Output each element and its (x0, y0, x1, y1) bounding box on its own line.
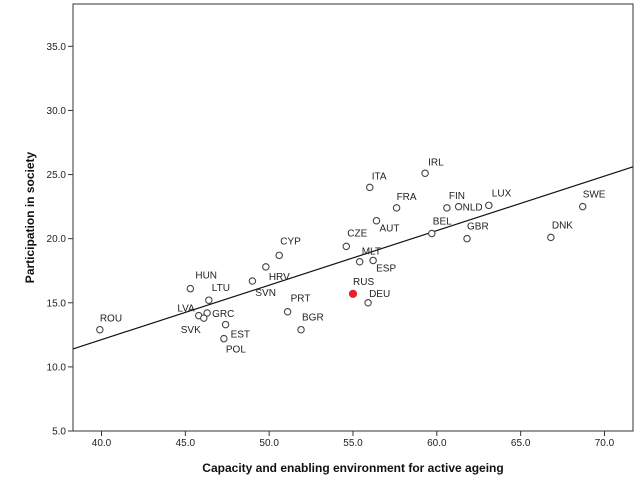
y-tick-label: 15.0 (47, 298, 67, 309)
data-point-cyp (275, 251, 283, 260)
point-label-prt: PRT (291, 294, 311, 305)
data-point-est (221, 320, 230, 329)
x-axis-ticks: 40.0 45.0 50.0 55.0 60.0 65.0 70.0 (92, 431, 615, 449)
point-label-mlt: MLT (362, 247, 381, 258)
point-label-rou: ROU (100, 314, 122, 325)
y-tick-label: 10.0 (47, 362, 67, 373)
point-label-nld: NLD (463, 203, 483, 214)
data-point-esp (369, 256, 377, 265)
point-label-bgr: BGR (302, 313, 324, 324)
point-label-grc: GRC (212, 309, 234, 320)
point-label-hrv: HRV (269, 272, 290, 283)
data-point-nld (454, 202, 463, 211)
point-label-swe: SWE (583, 190, 606, 201)
data-point-mlt (355, 257, 364, 266)
data-point-irl (421, 169, 429, 178)
data-point-pol (220, 334, 228, 343)
point-label-ltu: LTU (212, 283, 230, 294)
point-label-svk: SVK (181, 325, 201, 336)
point-label-esp: ESP (376, 263, 396, 274)
x-tick-label: 70.0 (595, 438, 615, 449)
data-point-deu (364, 299, 372, 307)
data-point-cze (342, 242, 351, 251)
y-tick-label: 35.0 (47, 42, 67, 53)
data-point-svn (248, 277, 257, 285)
point-label-svn: SVN (255, 288, 276, 299)
x-tick-label: 40.0 (92, 438, 112, 449)
data-point-rou (96, 325, 104, 334)
data-points (96, 169, 587, 343)
point-label-lux: LUX (492, 188, 512, 199)
point-label-hun: HUN (195, 271, 217, 282)
point-label-fin: FIN (449, 191, 465, 202)
data-point-bgr (297, 325, 305, 334)
point-label-deu: DEU (369, 289, 390, 300)
point-label-est: EST (231, 330, 250, 341)
data-point-fin (443, 204, 451, 212)
point-label-rus: RUS (353, 277, 374, 288)
data-point-hrv (262, 263, 270, 271)
data-point-lux (485, 201, 493, 210)
data-point-svk (200, 314, 208, 322)
y-axis-ticks: 5.0 10.0 15.0 20.0 25.0 30.0 35.0 (47, 42, 73, 438)
x-tick-label: 50.0 (259, 438, 279, 449)
y-tick-label: 20.0 (47, 234, 67, 245)
x-axis-title: Capacity and enabling environment for ac… (202, 461, 503, 475)
data-point-dnk (547, 233, 555, 242)
y-tick-label: 5.0 (52, 427, 66, 438)
data-point-hun (186, 284, 195, 293)
data-point-prt (283, 307, 292, 316)
data-point-fra (392, 204, 401, 212)
fit-line (72, 166, 634, 350)
point-label-gbr: GBR (467, 222, 489, 233)
point-label-cze: CZE (347, 228, 367, 239)
data-point-ltu (205, 296, 213, 304)
point-label-dnk: DNK (552, 220, 573, 231)
data-point-ita (366, 183, 374, 192)
data-point-bel (428, 229, 436, 238)
data-point-swe (578, 202, 587, 211)
x-tick-label: 45.0 (176, 438, 196, 449)
x-tick-label: 60.0 (427, 438, 447, 449)
x-tick-label: 65.0 (511, 438, 531, 449)
data-point-gbr (463, 234, 471, 243)
point-label-irl: IRL (428, 157, 444, 168)
point-label-fra: FRA (397, 192, 417, 203)
data-point-aut (372, 216, 381, 225)
x-tick-label: 55.0 (343, 438, 363, 449)
point-label-cyp: CYP (280, 236, 301, 247)
point-label-bel: BEL (433, 217, 452, 228)
point-label-aut: AUT (379, 224, 399, 235)
data-point-rus (348, 289, 358, 298)
y-tick-label: 30.0 (47, 106, 67, 117)
data-point-grc (203, 309, 211, 317)
y-tick-label: 25.0 (47, 170, 67, 181)
point-label-pol: POL (226, 345, 246, 356)
point-label-ita: ITA (372, 171, 387, 182)
y-axis-title: Participation in society (23, 151, 37, 283)
point-label-lva: LVA (177, 304, 195, 315)
